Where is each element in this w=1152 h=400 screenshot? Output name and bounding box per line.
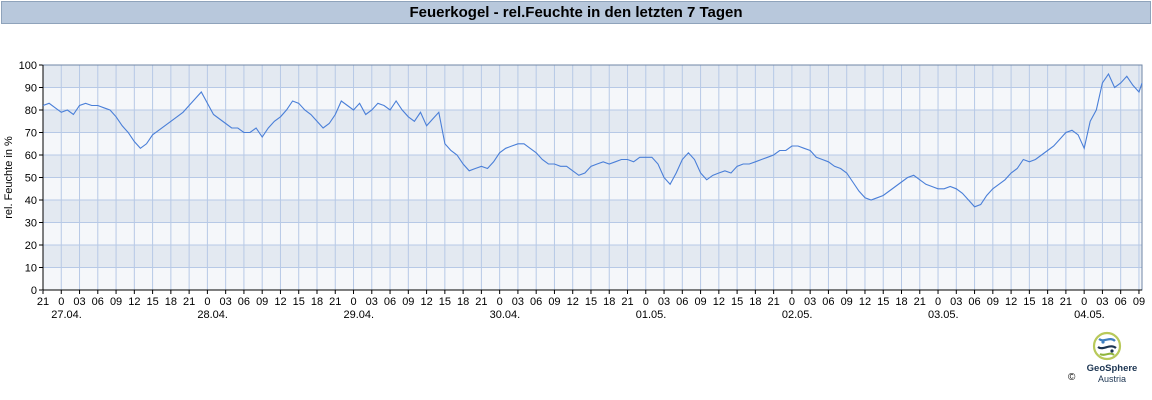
y-tick-label: 0 [31,285,37,297]
y-tick-label: 50 [25,173,37,185]
x-tick-label: 06 [238,296,250,308]
x-tick-label: 06 [1115,296,1127,308]
x-tick-label: 15 [293,296,305,308]
plot-band [43,87,1142,110]
x-tick-label: 21 [768,296,780,308]
x-tick-label: 21 [475,296,487,308]
x-date-label: 01.05. [636,309,667,321]
x-date-label: 04.05. [1074,309,1105,321]
plot-band [43,267,1142,290]
x-date-label: 27.04. [51,309,82,321]
x-date-label: 28.04. [197,309,228,321]
x-tick-label: 12 [713,296,725,308]
x-tick-label: 09 [548,296,560,308]
plot-band [43,110,1142,133]
plot-band [43,132,1142,155]
x-tick-label: 12 [567,296,579,308]
x-tick-label: 03 [1096,296,1108,308]
x-tick-label: 21 [621,296,633,308]
x-tick-label: 18 [165,296,177,308]
x-tick-label: 03 [950,296,962,308]
x-tick-label: 09 [694,296,706,308]
x-tick-label: 12 [859,296,871,308]
x-tick-label: 03 [220,296,232,308]
x-tick-label: 06 [822,296,834,308]
plot-band [43,200,1142,223]
x-tick-label: 03 [366,296,378,308]
x-tick-label: 0 [204,296,210,308]
x-tick-label: 15 [146,296,158,308]
x-tick-label: 15 [585,296,597,308]
x-tick-label: 15 [731,296,743,308]
y-tick-label: 60 [25,150,37,162]
x-tick-label: 0 [643,296,649,308]
y-tick-label: 40 [25,195,37,207]
x-tick-label: 21 [1060,296,1072,308]
plot-band [43,65,1142,88]
plot-band [43,245,1142,268]
x-tick-label: 18 [311,296,323,308]
plot-band [43,177,1142,200]
x-tick-label: 06 [92,296,104,308]
x-tick-label: 18 [749,296,761,308]
humidity-series-line [42,72,1143,208]
x-tick-label: 21 [914,296,926,308]
x-tick-label: 06 [530,296,542,308]
x-tick-label: 12 [1005,296,1017,308]
x-tick-label: 15 [1023,296,1035,308]
x-tick-label: 21 [183,296,195,308]
x-tick-label: 09 [841,296,853,308]
brand-name: GeoSphere [1086,363,1138,374]
y-tick-label: 80 [25,105,37,117]
x-tick-label: 06 [676,296,688,308]
y-tick-label: 70 [25,128,37,140]
geosphere-logo-icon [1092,331,1122,361]
x-tick-label: 18 [603,296,615,308]
geosphere-logo: © GeoSphere Austria [1062,330,1148,386]
x-date-label: 03.05. [928,309,959,321]
plot-band [43,222,1142,245]
x-tick-label: 09 [256,296,268,308]
x-tick-label: 0 [350,296,356,308]
brand-subtitle: Austria [1097,374,1126,384]
copyright-symbol: © [1068,372,1076,383]
chart-title: Feuerkogel - rel.Feuchte in den letzten … [1,1,1151,24]
x-tick-label: 12 [274,296,286,308]
x-tick-label: 06 [968,296,980,308]
x-tick-label: 0 [789,296,795,308]
y-tick-label: 20 [25,240,37,252]
y-tick-label: 30 [25,218,37,230]
x-tick-label: 21 [329,296,341,308]
x-tick-label: 0 [1081,296,1087,308]
x-tick-label: 21 [37,296,49,308]
x-tick-label: 03 [658,296,670,308]
x-tick-label: 0 [58,296,64,308]
x-tick-label: 03 [73,296,85,308]
x-tick-label: 03 [512,296,524,308]
x-tick-label: 09 [987,296,999,308]
x-tick-label: 18 [457,296,469,308]
y-tick-label: 10 [25,263,37,275]
x-tick-label: 12 [420,296,432,308]
x-date-label: 30.04. [490,309,521,321]
x-tick-label: 12 [128,296,140,308]
x-date-label: 29.04. [344,309,375,321]
x-tick-label: 06 [384,296,396,308]
x-tick-label: 0 [935,296,941,308]
x-tick-label: 09 [402,296,414,308]
x-tick-label: 18 [895,296,907,308]
x-date-label: 02.05. [782,309,813,321]
x-tick-label: 09 [110,296,122,308]
x-tick-label: 0 [497,296,503,308]
x-tick-label: 15 [439,296,451,308]
y-tick-label: 100 [19,60,37,72]
y-axis-label: rel. Feuchte in % [3,136,15,219]
x-tick-label: 03 [804,296,816,308]
x-tick-label: 09 [1133,296,1145,308]
x-tick-label: 18 [1042,296,1054,308]
y-tick-label: 90 [25,83,37,95]
x-tick-label: 15 [877,296,889,308]
